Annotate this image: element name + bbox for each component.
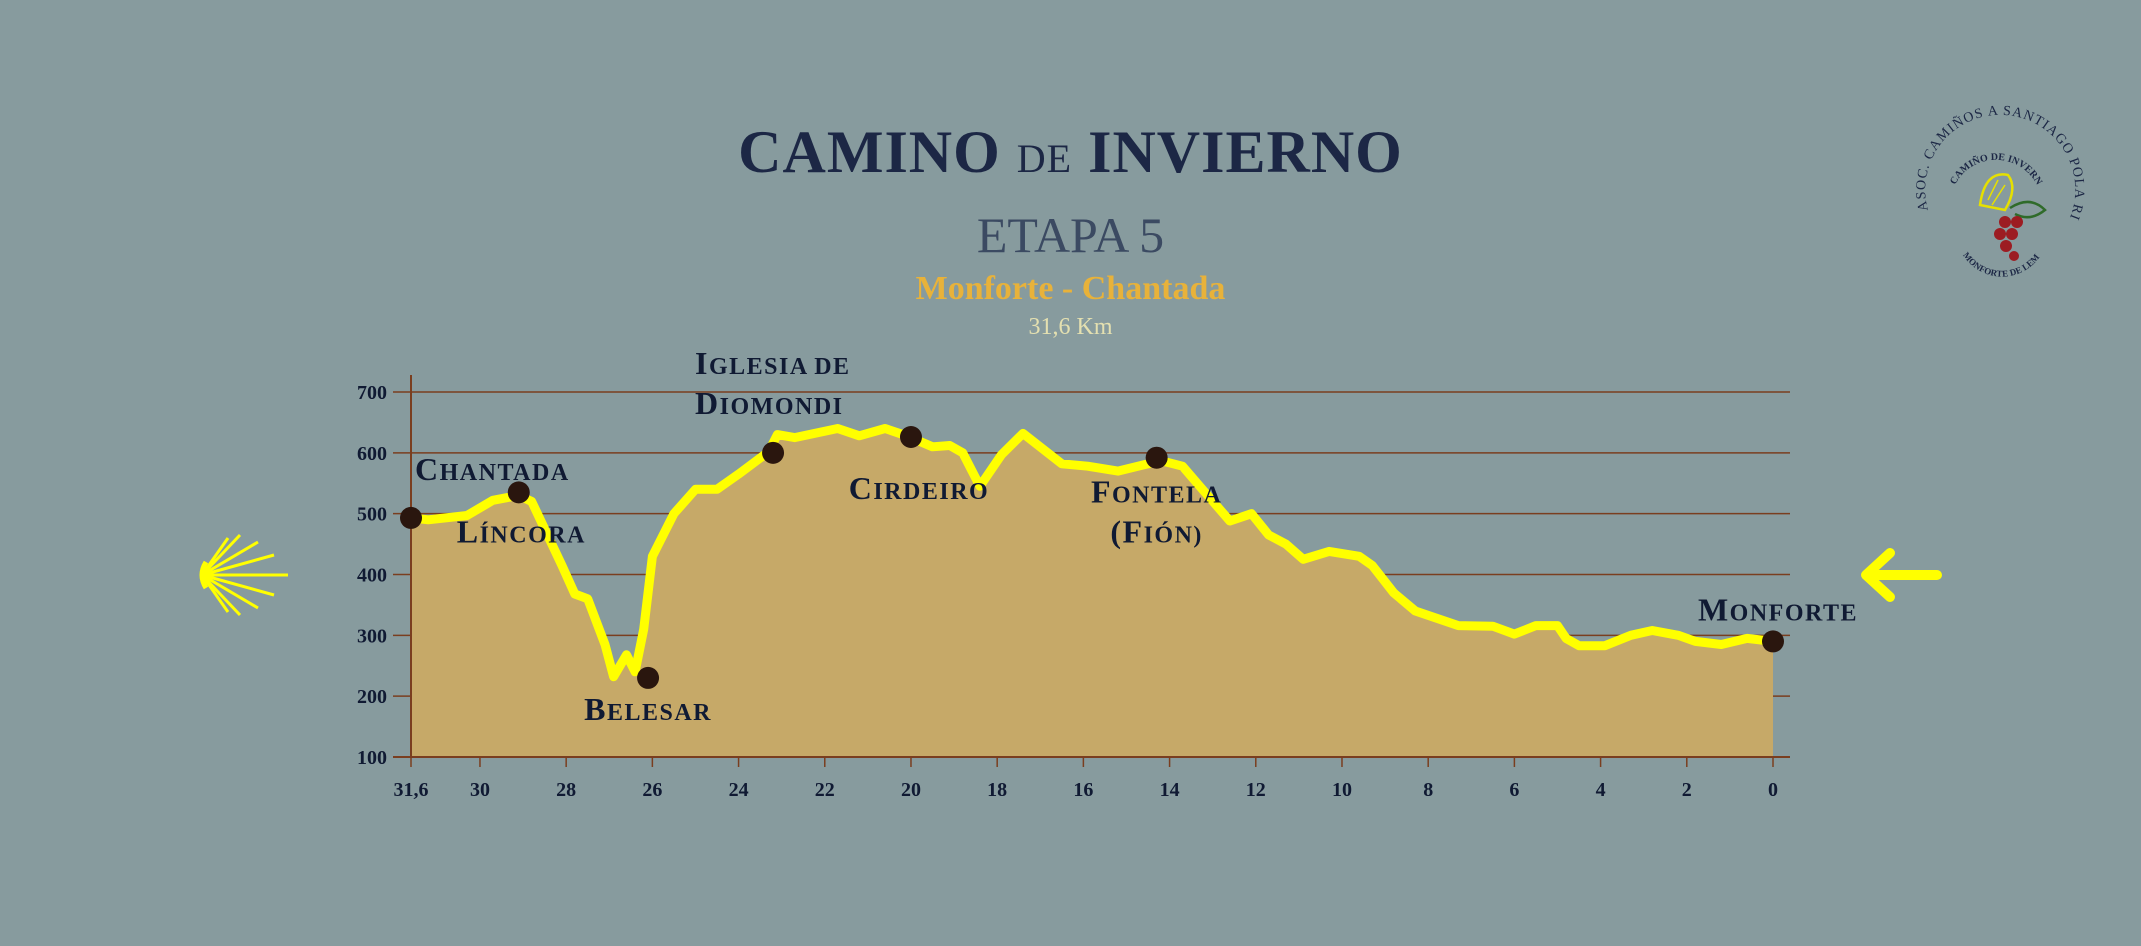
label-initial: C [849,470,874,506]
label-rest: IÓN) [1144,522,1203,549]
x-tick-label: 10 [1332,779,1352,801]
waypoint-label: MONFORTE [1698,591,1858,627]
label-rest: HANTADA [440,460,570,486]
svg-text:CAMIÑO DE INVERNO: CAMIÑO DE INVERNO [0,0,2045,188]
association-logo: ASOC. CAMIÑOS A SANTIAGO POLA RIBEIRA SA… [0,0,2086,279]
waypoint-marker [762,441,785,464]
waypoint-marker [1145,446,1168,469]
logo-outer-text: ASOC. CAMIÑOS A SANTIAGO POLA RIBEIRA SA… [0,0,2085,223]
label-initial: L [457,513,480,549]
label-initial: D [695,385,720,421]
waypoint-marker [507,481,530,504]
x-tick-label: 30 [470,779,490,801]
x-tick-label: 20 [901,779,921,801]
y-tick-label: 500 [357,504,387,526]
x-tick-label: 28 [556,779,576,801]
waypoint-label: (FIÓN) [1110,514,1203,550]
x-tick-label: 18 [987,779,1007,801]
y-tick-label: 600 [357,443,387,465]
label-rest: GLESIA [709,354,809,380]
x-tick-label: 24 [729,779,749,801]
logo-inner-bottom-text: MONFORTE DE LEMOS [0,0,2042,279]
logo-inner-top-text: CAMIÑO DE INVERNO [0,0,2045,188]
label-initial: (F [1110,514,1143,550]
distance-label: 31,6 Km [1028,314,1113,340]
svg-text:MONFORTE DE LEMOS: MONFORTE DE LEMOS [0,0,2042,279]
y-tick-label: 200 [357,686,387,708]
waypoint-marker [1762,630,1784,653]
x-tick-label: 6 [1509,779,1519,801]
waypoint-label: LÍNCORA [457,513,586,549]
waypoint-label: IGLESIA DE [695,345,851,381]
waypoint-marker [637,666,660,689]
x-tick-label: 31,6 [394,779,429,801]
scallop-shell-icon [199,533,288,617]
x-tick-label: 8 [1423,779,1433,801]
x-tick-label: 4 [1596,779,1606,801]
label-rest: ONFORTE [1730,600,1858,626]
y-tick-label: 300 [357,625,387,647]
x-tick-label: 14 [1160,779,1180,801]
label-initial: F [1091,474,1112,510]
label-initial: I [695,345,709,381]
x-tick-label: 2 [1682,779,1692,801]
label-rest: ELESAR [607,700,712,726]
waypoint-label: CIRDEIRO [849,470,989,506]
title-word-de: DE [1016,136,1073,181]
y-tick-label: 700 [357,382,387,404]
arrow-left-icon [1861,548,1942,602]
x-tick-label: 26 [642,779,662,801]
waypoint-label: CHANTADA [415,451,570,487]
waypoint-marker [899,426,922,449]
x-tick-label: 0 [1768,779,1778,801]
label-rest: DE [814,354,850,380]
title-word-camino: CAMINO [738,119,1001,185]
title-word-invierno: INVIERNO [1088,119,1403,185]
waypoint-label: DIOMONDI [695,385,843,421]
label-initial: B [584,691,607,727]
y-tick-label: 400 [357,565,387,587]
waypoint-label: BELESAR [584,691,712,727]
label-rest: ÍNCORA [480,522,586,548]
label-rest: ONTELA [1112,483,1222,509]
waypoint-marker [400,506,422,529]
x-tick-label: 16 [1073,779,1093,801]
waypoint-label: FONTELA [1091,474,1222,510]
svg-text:ASOC. CAMIÑOS A SANTIAGO POLA: ASOC. CAMIÑOS A SANTIAGO POLA RIBEIRA SA… [0,0,2086,223]
main-title: CAMINO DE INVIERNO [0,118,2141,187]
x-tick-label: 22 [815,779,835,801]
elevation-area [411,428,1773,757]
label-rest: IOMONDI [720,394,844,420]
elevation-line [406,424,1778,682]
stage-title: ETAPA 5 [976,207,1165,263]
scallop-shell-and-grapes-icon [1978,173,2047,261]
label-initial: C [415,451,440,487]
label-rest: IRDEIRO [873,479,989,505]
x-tick-label: 12 [1246,779,1266,801]
y-tick-label: 100 [357,747,387,769]
route-title: Monforte - Chantada [915,270,1226,307]
label-initial: M [1698,591,1730,627]
